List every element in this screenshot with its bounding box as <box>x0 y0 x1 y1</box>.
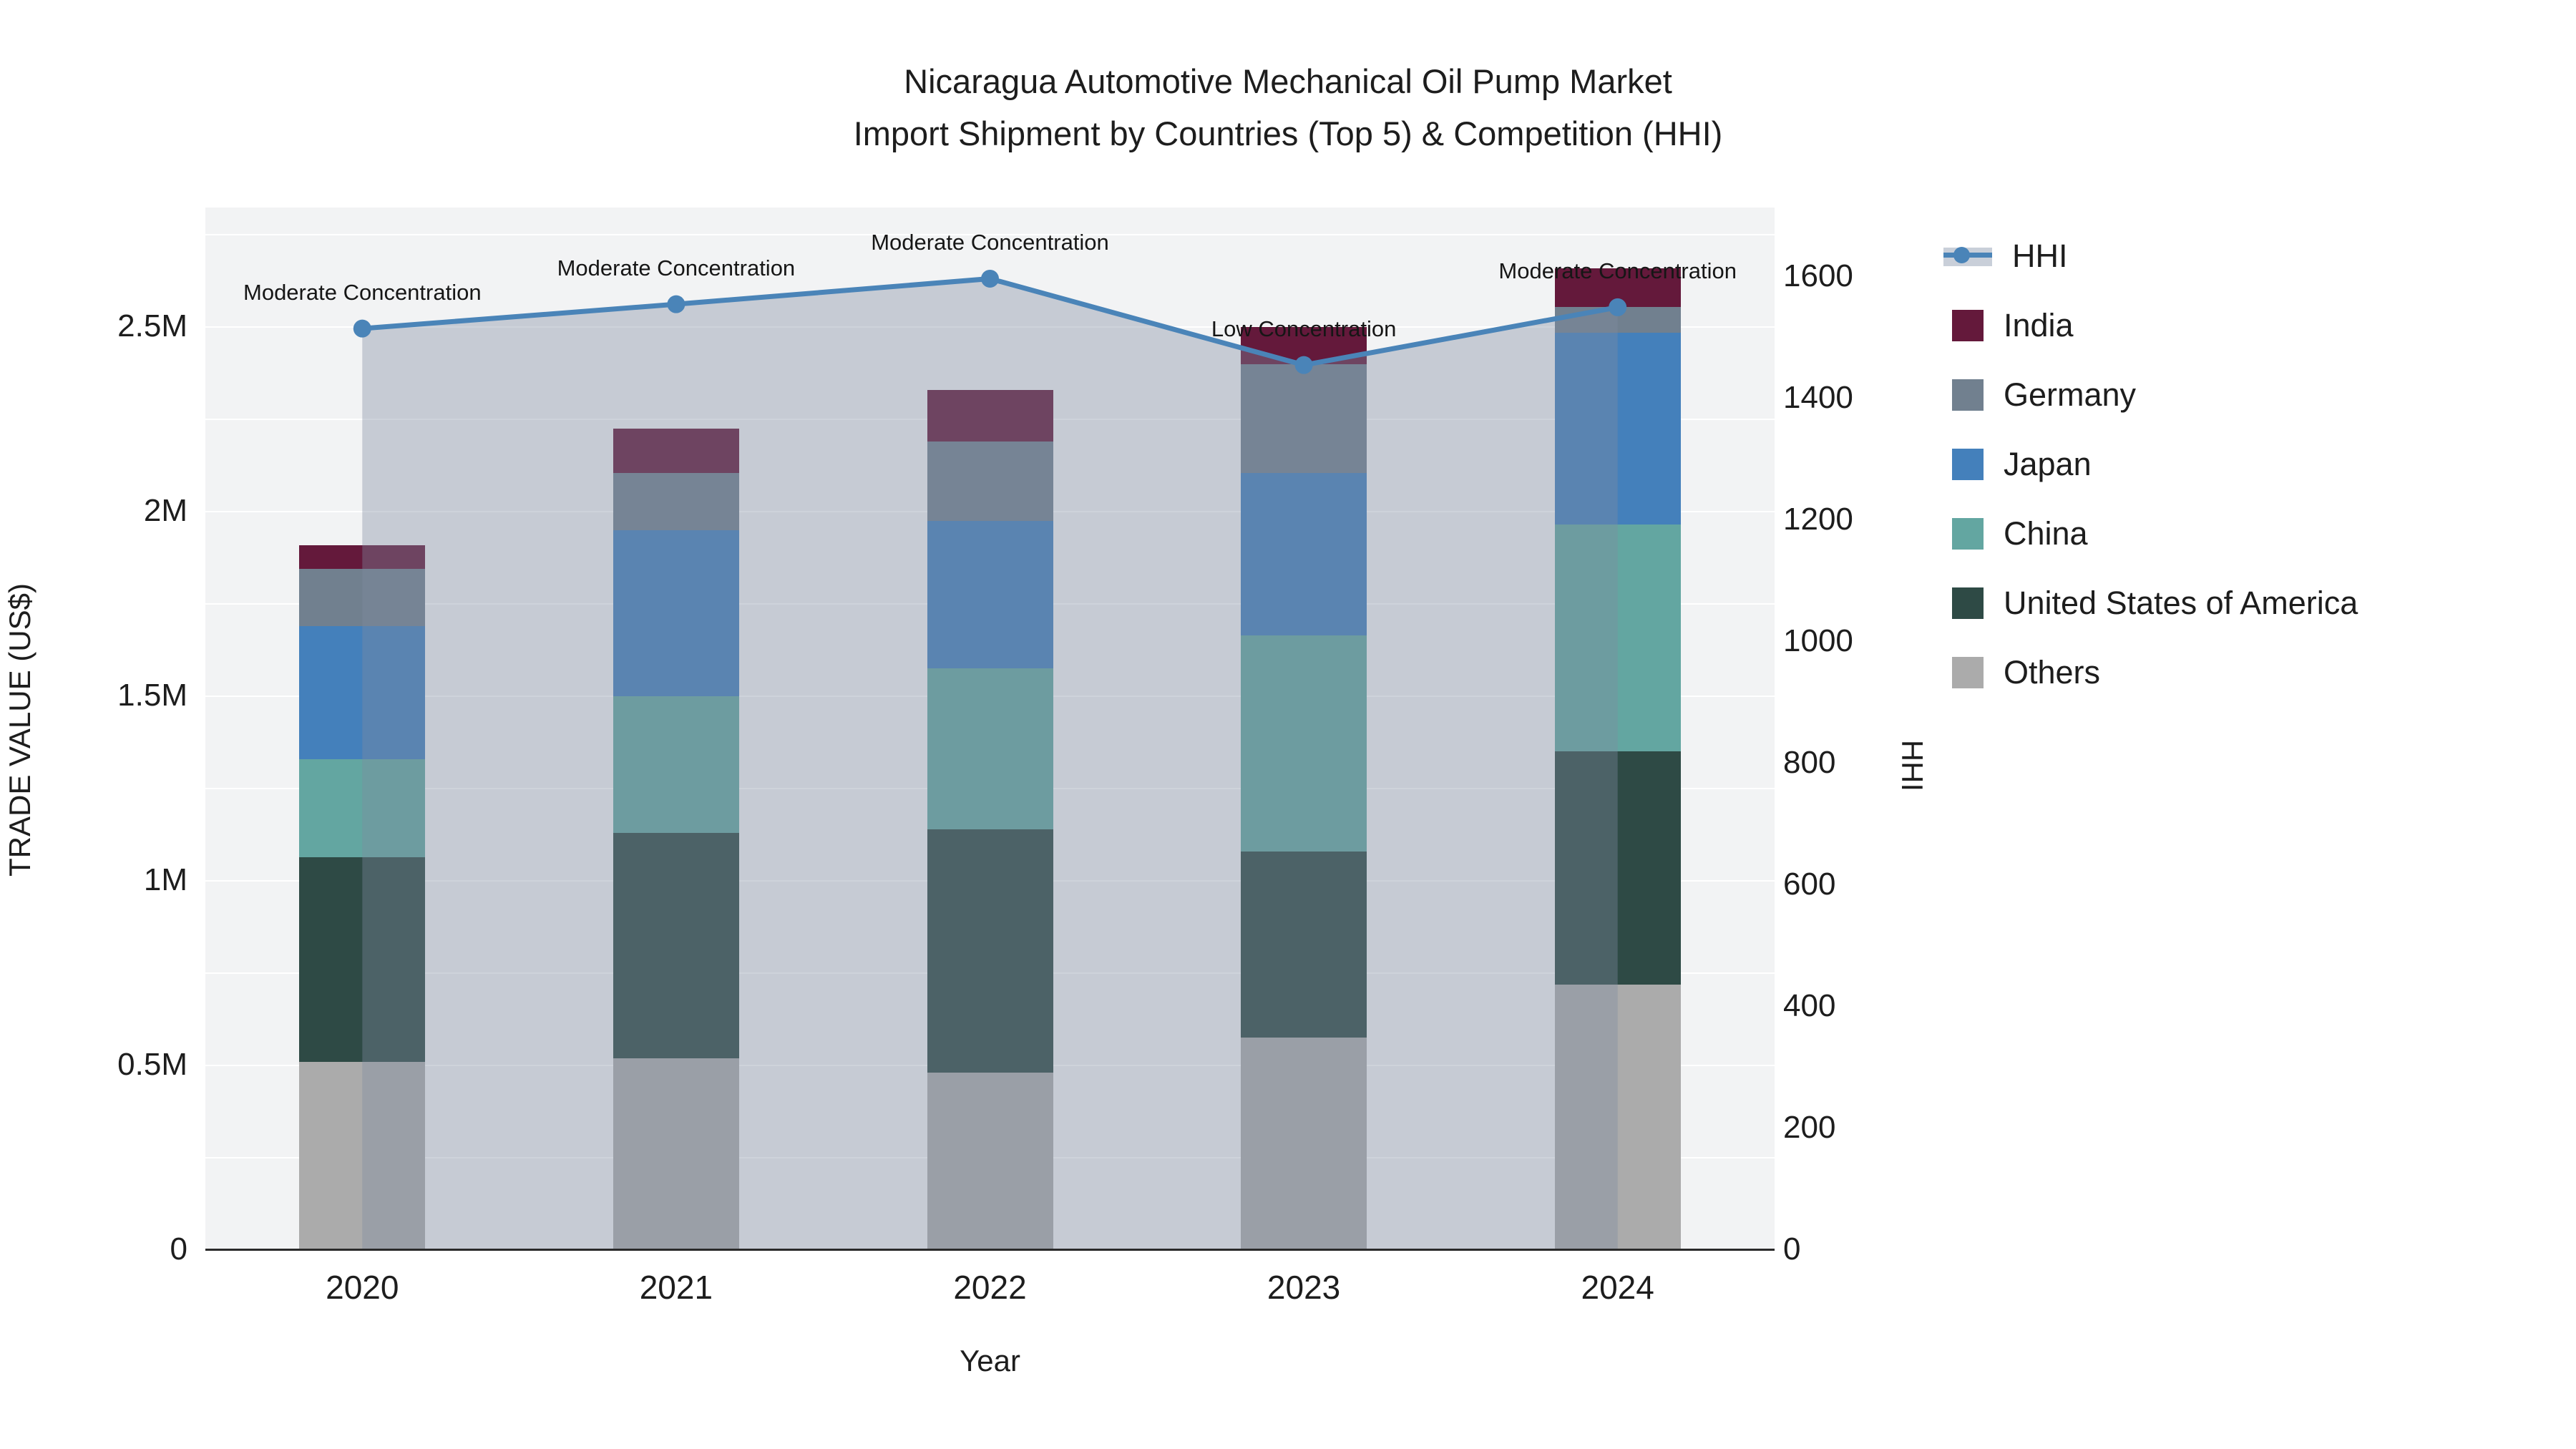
y-right-tick-label: 400 <box>1783 987 1836 1023</box>
bar-segment-germany <box>613 472 739 530</box>
y-axis-right-title: HHI <box>1896 739 1929 792</box>
legend-label: Japan <box>2004 446 2092 482</box>
legend-color-swatch <box>1952 379 1984 411</box>
legend-label: China <box>2004 515 2088 552</box>
legend-color-swatch <box>1952 657 1984 688</box>
x-axis-line <box>205 1249 1775 1251</box>
bar-segment-others <box>927 1073 1053 1250</box>
bar-segment-india <box>299 545 426 570</box>
bar-segment-germany <box>299 569 426 627</box>
hhi-line-chart <box>353 269 1627 1251</box>
bar-segment-india <box>613 429 739 473</box>
y-left-tick-label: 2.5M <box>117 308 187 344</box>
hhi-marker <box>981 269 999 288</box>
legend-color-swatch <box>1952 587 1984 619</box>
annotations-layer: Moderate Concentration Moderate Concentra… <box>205 208 1775 1250</box>
legend-item-others[interactable]: Others <box>1943 653 2100 693</box>
bar-segment-germany <box>927 441 1053 522</box>
x-axis-title: Year <box>960 1344 1020 1377</box>
y-right-tick-label: 1400 <box>1783 379 1853 415</box>
bar-segment-united-states-of-america <box>927 829 1053 1073</box>
hhi-area-fill <box>362 278 1618 1251</box>
plot-area: Moderate Concentration Moderate Concentra… <box>205 208 1775 1251</box>
legend-item-hhi[interactable]: HHI <box>1943 236 2068 276</box>
legend-item-united-states-of-america[interactable]: United States of America <box>1943 583 2358 623</box>
legend-label: India <box>2004 307 2074 343</box>
bar-segment-united-states-of-america <box>613 832 739 1058</box>
y-axis-left-title: TRADE VALUE (US$) <box>3 583 36 877</box>
y-left-tick-label: 2M <box>143 493 187 529</box>
bar-segment-others <box>299 1061 426 1250</box>
annotation-2022: Moderate Concentration <box>871 230 1109 255</box>
y-left-tick-label: 0.5M <box>117 1047 187 1083</box>
y-right-tick-label: 200 <box>1783 1109 1836 1145</box>
x-tick-label: 2021 <box>639 1269 713 1306</box>
chart-title: Nicaragua Automotive Mechanical Oil Pump… <box>0 56 2576 160</box>
y-right-tick-label: 800 <box>1783 744 1836 780</box>
y-right-tick-label: 1000 <box>1783 623 1853 658</box>
legend-item-china[interactable]: China <box>1943 514 2088 554</box>
x-tick-label: 2023 <box>1267 1269 1341 1306</box>
bar-segment-germany <box>1241 364 1367 473</box>
legend-item-germany[interactable]: Germany <box>1943 375 2136 415</box>
y-left-tick-label: 1.5M <box>117 678 187 713</box>
hhi-marker <box>353 319 371 338</box>
bar-segment-china <box>1554 525 1681 752</box>
legend-label: United States of America <box>2004 585 2358 621</box>
y-right-tick-label: 0 <box>1783 1231 1801 1267</box>
bar-segment-japan <box>613 530 739 697</box>
legend-item-india[interactable]: India <box>1943 306 2074 346</box>
chart-title-line1: Nicaragua Automotive Mechanical Oil Pump… <box>904 62 1672 100</box>
annotation-2020: Moderate Concentration <box>243 280 482 306</box>
annotation-2023: Low Concentration <box>1211 316 1397 342</box>
bar-segment-india <box>927 389 1053 442</box>
bar-segment-china <box>1241 635 1367 852</box>
legend-label: HHI <box>2012 238 2068 274</box>
x-tick-label: 2022 <box>953 1269 1027 1306</box>
gridline <box>205 234 1775 236</box>
bar-segment-japan <box>299 626 426 759</box>
bar-segment-japan <box>1241 472 1367 635</box>
legend-color-swatch <box>1952 449 1984 480</box>
bar-segment-china <box>299 758 426 857</box>
bar-segment-china <box>613 696 739 833</box>
legend-item-japan[interactable]: Japan <box>1943 444 2092 484</box>
chart-title-line2: Import Shipment by Countries (Top 5) & C… <box>853 114 1723 152</box>
bar-segment-others <box>613 1058 739 1250</box>
hhi-marker <box>1294 356 1313 374</box>
x-tick-label: 2024 <box>1581 1269 1654 1306</box>
legend-label: Germany <box>2004 376 2137 413</box>
y-right-tick-label: 600 <box>1783 866 1836 902</box>
bars-layer <box>205 208 1775 1250</box>
y-left-tick-label: 0 <box>170 1231 187 1267</box>
legend-hhi-line-swatch <box>1943 240 1992 272</box>
hhi-marker <box>1609 298 1627 316</box>
bar-segment-united-states-of-america <box>299 857 426 1062</box>
bar-segment-united-states-of-america <box>1241 851 1367 1038</box>
x-tick-label: 2020 <box>326 1269 399 1306</box>
annotation-2021: Moderate Concentration <box>557 255 796 281</box>
bar-segment-others <box>1554 984 1681 1250</box>
legend-color-swatch <box>1952 518 1984 550</box>
y-left-tick-label: 1M <box>143 862 187 898</box>
bar-segment-japan <box>927 521 1053 669</box>
bar-segment-china <box>927 668 1053 829</box>
gridline <box>205 326 1775 328</box>
y-right-tick-label: 1200 <box>1783 501 1853 537</box>
legend-color-swatch <box>1952 310 1984 341</box>
hhi-marker <box>667 295 686 313</box>
y-right-tick-label: 1600 <box>1783 258 1853 293</box>
bar-segment-japan <box>1554 332 1681 525</box>
bar-segment-united-states-of-america <box>1554 751 1681 985</box>
bar-segment-others <box>1241 1038 1367 1250</box>
legend-label: Others <box>2004 654 2101 691</box>
annotation-2024: Moderate Concentration <box>1498 258 1737 284</box>
